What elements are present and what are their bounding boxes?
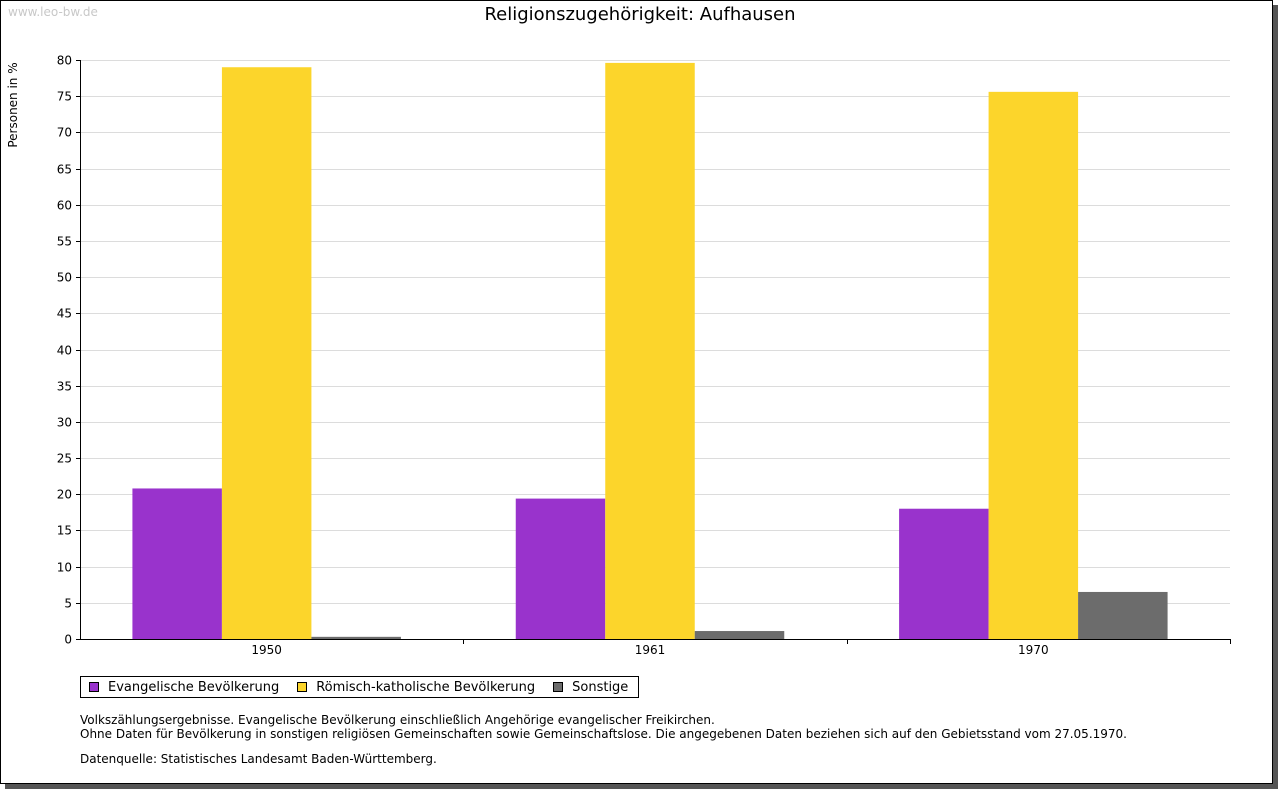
legend: Evangelische Bevölkerung Römisch-katholi… <box>80 676 640 698</box>
footnote-line: Ohne Daten für Bevölkerung in sonstigen … <box>80 727 1127 741</box>
legend-swatch-evangelisch <box>89 682 99 692</box>
y-tick-label: 80 <box>57 54 72 68</box>
legend-swatch-katholisch <box>297 682 308 692</box>
bar <box>311 636 401 639</box>
bar <box>515 498 606 639</box>
y-tick-label: 55 <box>57 235 72 249</box>
legend-label-evangelisch: Evangelische Bevölkerung <box>108 679 280 695</box>
y-tick-label: 50 <box>57 271 72 285</box>
watermark: www.leo-bw.de <box>8 5 98 19</box>
y-tick-label: 35 <box>57 380 72 394</box>
legend-label-katholisch: Römisch-katholische Bevölkerung <box>316 679 536 695</box>
bar <box>1078 591 1168 639</box>
chart-title: Religionszugehörigkeit: Aufhausen <box>484 4 796 25</box>
y-tick-label: 5 <box>64 597 72 611</box>
y-tick-label: 15 <box>57 524 72 538</box>
legend-swatch-sonstige <box>553 682 564 692</box>
x-tick-label: 1970 <box>1018 643 1049 657</box>
y-tick-label: 25 <box>57 452 72 466</box>
y-tick-label: 75 <box>57 90 72 104</box>
y-tick-label: 70 <box>57 126 72 140</box>
bar <box>221 67 312 640</box>
y-tick-label: 60 <box>57 199 72 213</box>
y-tick-label: 20 <box>57 488 72 502</box>
y-tick-label: 40 <box>57 344 72 358</box>
y-tick-label: 45 <box>57 307 72 321</box>
y-tick-label: 10 <box>57 561 72 575</box>
bar <box>694 631 785 639</box>
bar <box>132 488 222 639</box>
bar <box>988 91 1079 640</box>
y-tick-label: 30 <box>57 416 72 430</box>
legend-label-sonstige: Sonstige <box>572 679 629 695</box>
data-source: Datenquelle: Statistisches Landesamt Bad… <box>80 752 437 766</box>
bar <box>899 508 989 639</box>
legend-item-sonstige: Sonstige <box>553 680 628 695</box>
x-tick-label: 1950 <box>251 643 282 657</box>
y-tick-label: 0 <box>64 633 72 647</box>
legend-item-evangelisch: Evangelische Bevölkerung <box>89 680 279 695</box>
footnotes: Volkszählungsergebnisse. Evangelische Be… <box>80 713 1127 741</box>
footnote-line: Volkszählungsergebnisse. Evangelische Be… <box>80 713 715 727</box>
bar <box>605 62 695 639</box>
y-tick-label: 65 <box>57 163 72 177</box>
x-tick-label: 1961 <box>635 643 666 657</box>
legend-item-katholisch: Römisch-katholische Bevölkerung <box>297 680 535 695</box>
